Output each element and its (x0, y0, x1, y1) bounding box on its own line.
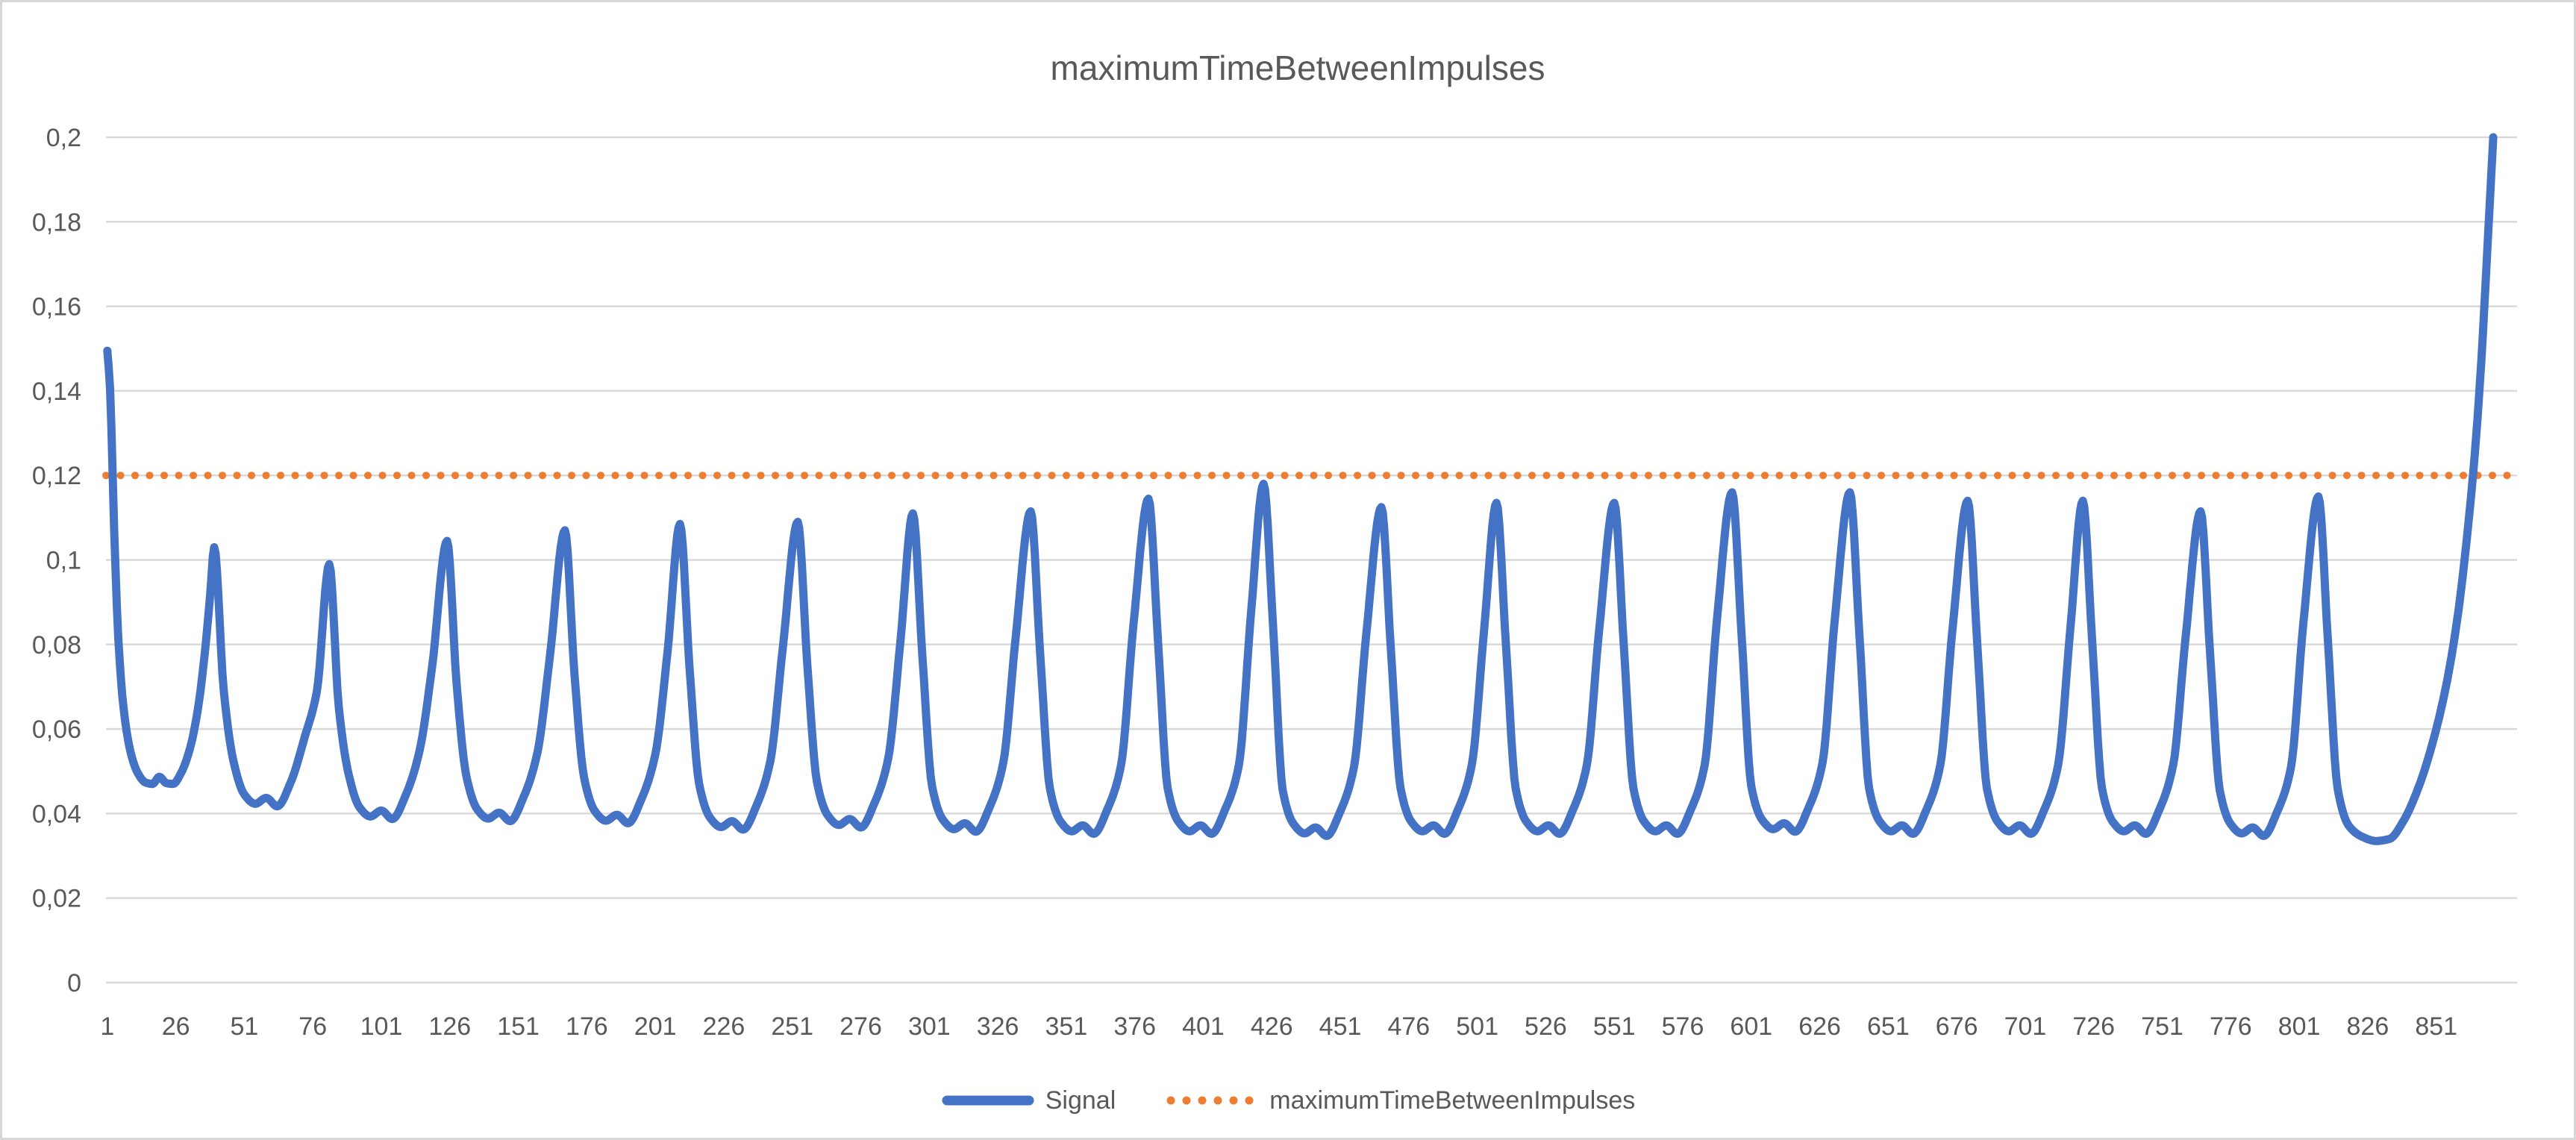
legend-dot (1229, 1096, 1238, 1105)
x-tick-label: 201 (634, 1012, 677, 1041)
y-tick-label: 0,02 (32, 885, 81, 913)
y-tick-label: 0,14 (32, 378, 81, 406)
x-tick-label: 626 (1798, 1012, 1841, 1041)
y-tick-label: 0,1 (46, 547, 81, 575)
x-tick-label: 451 (1319, 1012, 1362, 1041)
y-tick-label: 0 (67, 969, 81, 998)
x-tick-label: 726 (2072, 1012, 2115, 1041)
legend-item-threshold: maximumTimeBetweenImpulses (1163, 1086, 1635, 1115)
x-tick-label: 776 (2210, 1012, 2252, 1041)
legend-label-threshold: maximumTimeBetweenImpulses (1269, 1086, 1636, 1115)
legend-dot (1198, 1096, 1207, 1105)
x-tick-label: 676 (1936, 1012, 1978, 1041)
legend-dot (1166, 1096, 1175, 1105)
dotted-line-swatch-icon (1166, 1096, 1254, 1105)
x-tick-label: 351 (1045, 1012, 1088, 1041)
legend-dot (1182, 1096, 1191, 1105)
x-tick-label: 151 (497, 1012, 540, 1041)
x-tick-label: 701 (2004, 1012, 2047, 1041)
x-tick-label: 1 (100, 1012, 114, 1041)
y-tick-label: 0,18 (32, 208, 81, 237)
y-tick-label: 0,2 (46, 124, 81, 152)
x-tick-label: 376 (1113, 1012, 1156, 1041)
x-tick-label: 126 (428, 1012, 471, 1041)
x-tick-label: 326 (977, 1012, 1019, 1041)
x-tick-label: 251 (771, 1012, 813, 1041)
legend-dot (1245, 1096, 1254, 1105)
x-tick-label: 401 (1182, 1012, 1225, 1041)
x-tick-label: 76 (298, 1012, 327, 1041)
x-tick-label: 426 (1251, 1012, 1293, 1041)
x-tick-label: 601 (1730, 1012, 1772, 1041)
x-tick-label: 176 (566, 1012, 608, 1041)
y-tick-label: 0,06 (32, 715, 81, 744)
signal-series-line (103, 133, 2498, 845)
x-tick-label: 276 (840, 1012, 882, 1041)
gridlines (106, 136, 2517, 984)
x-tick-label: 26 (162, 1012, 190, 1041)
x-tick-label: 751 (2141, 1012, 2183, 1041)
y-axis-tick-labels: 0 0,02 0,04 0,06 0,08 0,1 0,12 0,14 0,16 0,18 0,2 (32, 124, 81, 998)
y-tick-label: 0,08 (32, 631, 81, 660)
x-tick-label: 801 (2278, 1012, 2321, 1041)
y-tick-label: 0,16 (32, 293, 81, 322)
x-tick-label: 51 (231, 1012, 259, 1041)
x-tick-label: 651 (1867, 1012, 1910, 1041)
x-tick-label: 226 (703, 1012, 745, 1041)
y-tick-label: 0,12 (32, 462, 81, 490)
x-tick-label: 301 (908, 1012, 951, 1041)
legend-dot (1213, 1096, 1222, 1105)
x-tick-label: 576 (1662, 1012, 1704, 1041)
x-tick-label: 501 (1456, 1012, 1498, 1041)
x-tick-label: 476 (1387, 1012, 1430, 1041)
x-axis-tick-labels: 1 26 51 76 101 126 151 176 201 226 251 276 301 326 351… (100, 1012, 2457, 1041)
legend-label-signal: Signal (1045, 1086, 1116, 1115)
x-tick-label: 526 (1525, 1012, 1567, 1041)
signal-series-layer (103, 133, 2498, 845)
y-tick-label: 0,04 (32, 800, 81, 828)
chart-legend: Signal maximumTimeBetweenImpulses (2, 1077, 2574, 1124)
x-tick-label: 551 (1593, 1012, 1636, 1041)
x-tick-label: 851 (2415, 1012, 2457, 1041)
x-tick-label: 101 (360, 1012, 403, 1041)
legend-item-signal: Signal (941, 1086, 1116, 1115)
chart-title: maximumTimeBetweenImpulses (1051, 48, 1545, 87)
x-tick-label: 826 (2347, 1012, 2389, 1041)
signal-line-swatch-icon (942, 1095, 1034, 1106)
